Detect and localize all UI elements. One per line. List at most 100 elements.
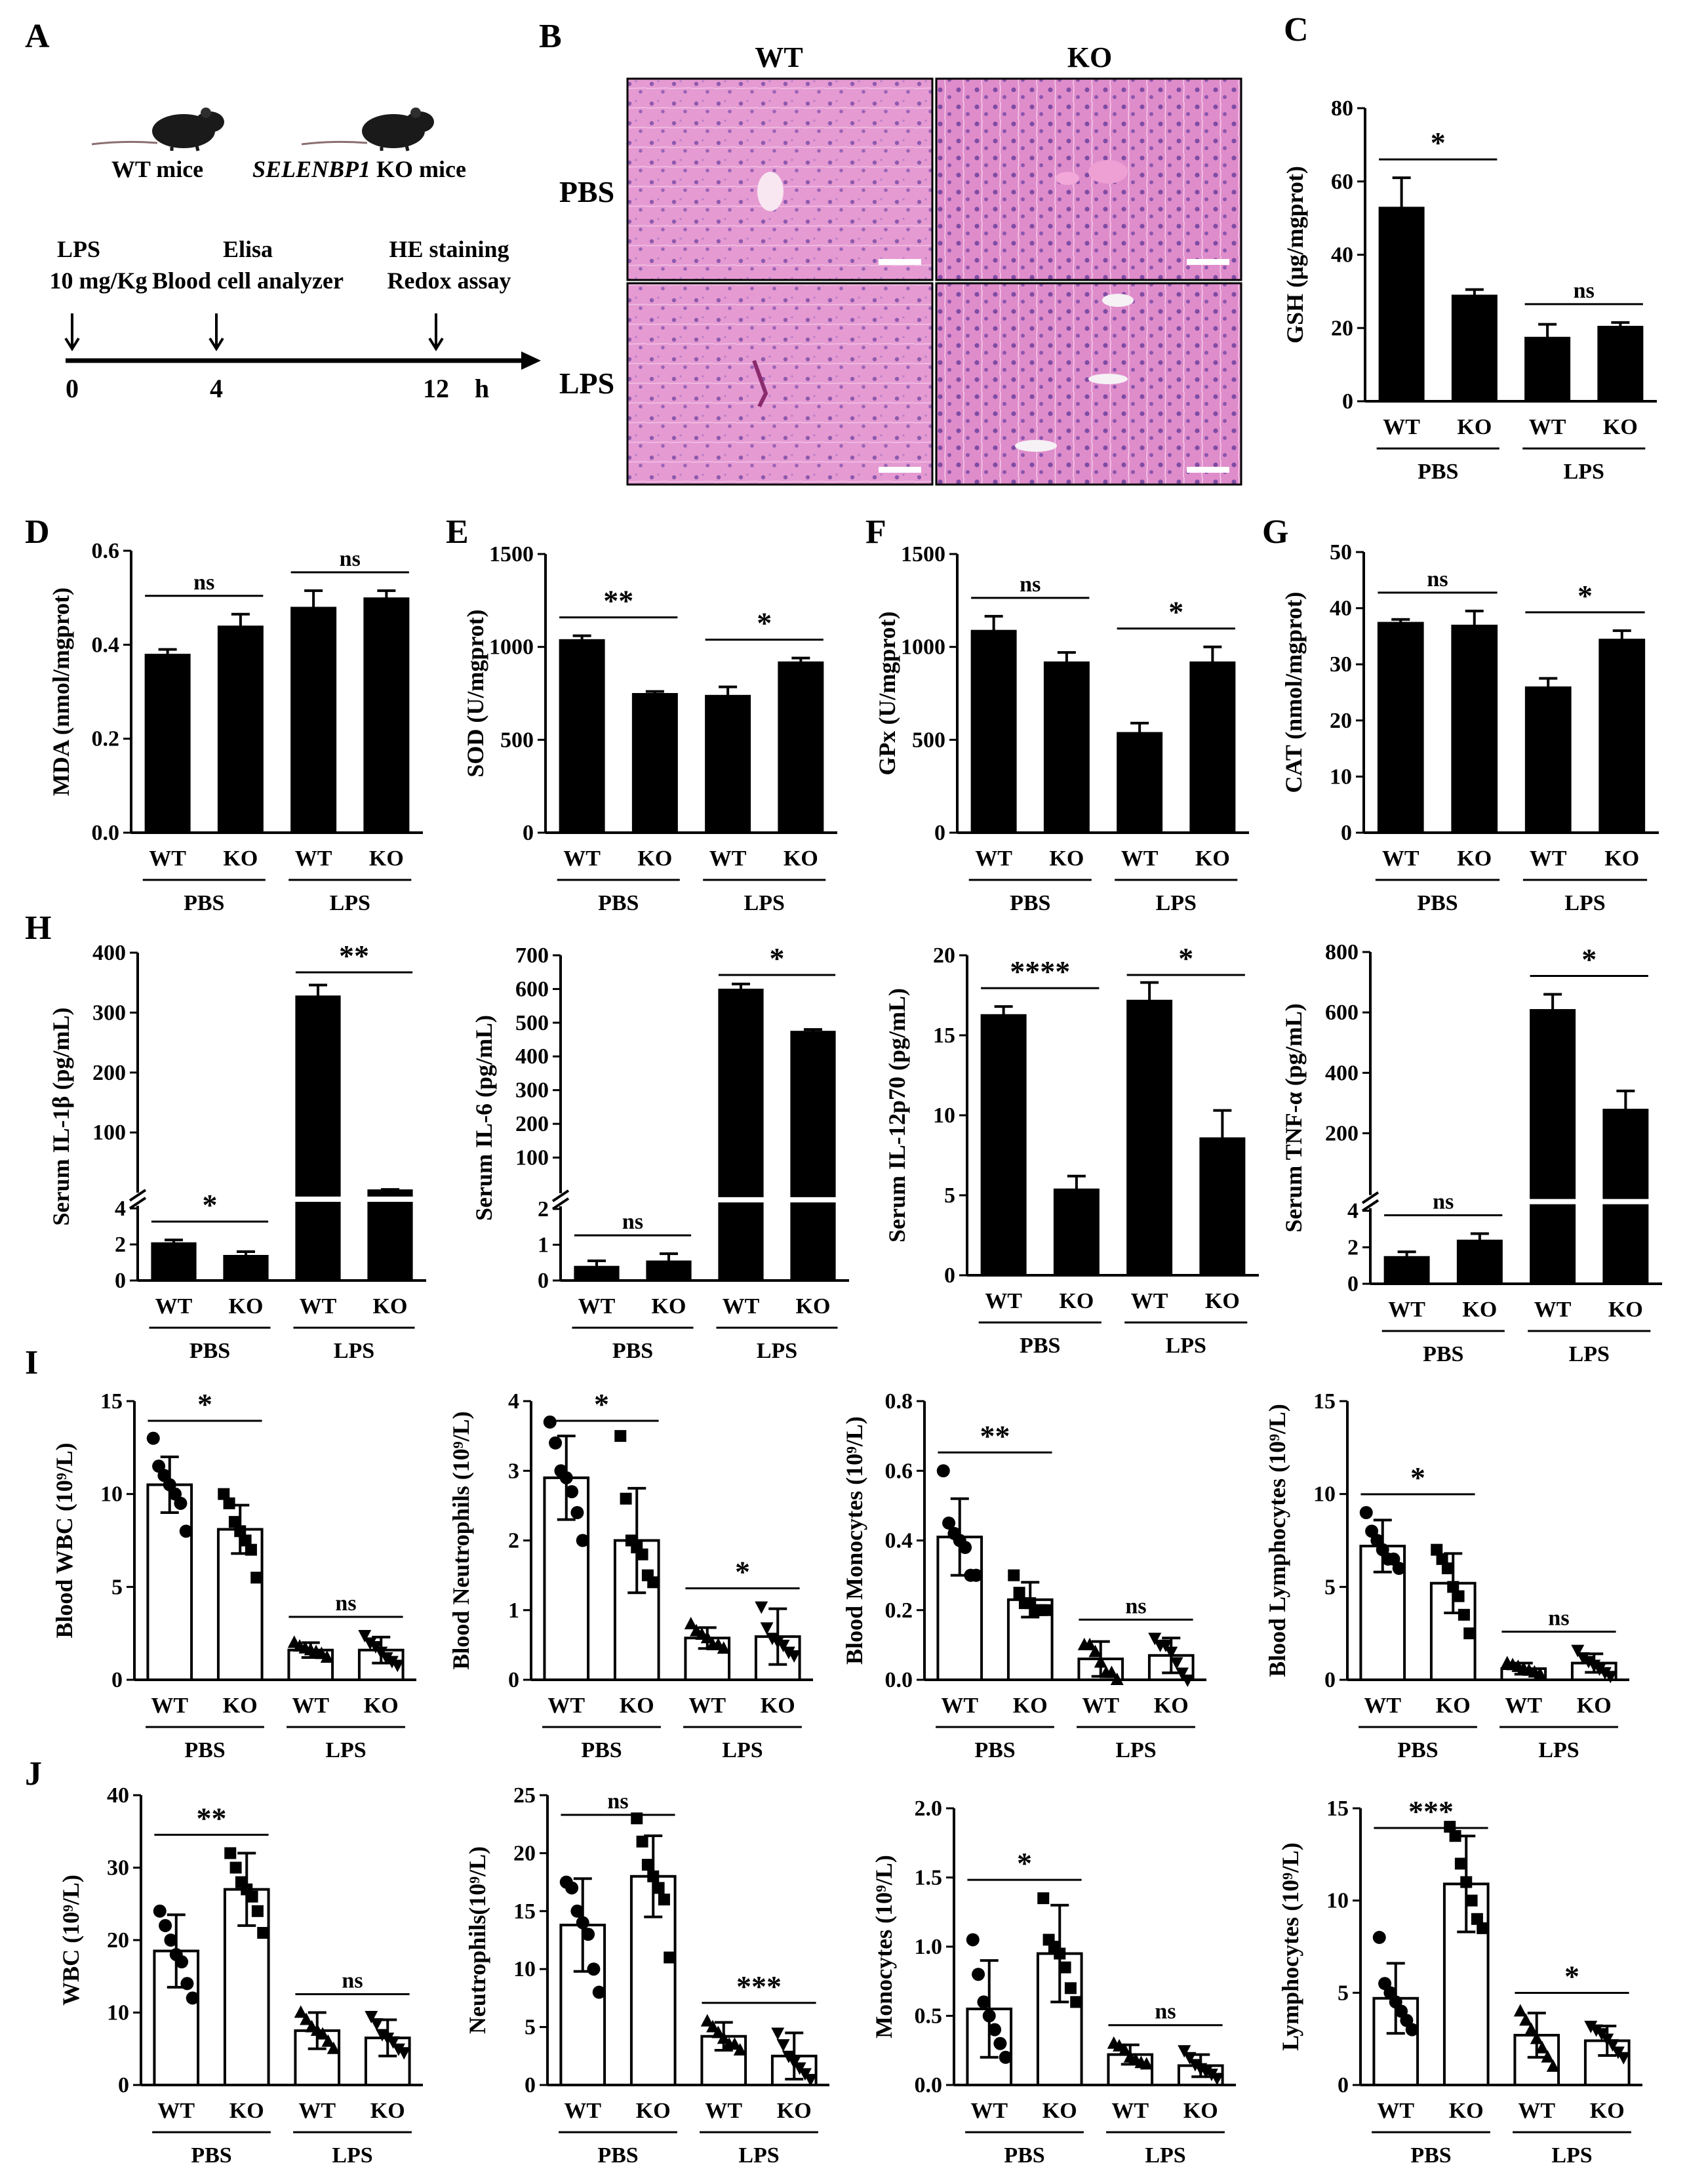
bar — [1199, 1137, 1246, 1276]
x-tick-label: KO — [777, 2099, 812, 2123]
data-point — [1392, 1562, 1406, 1575]
group-label: PBS — [598, 891, 639, 915]
x-tick-label: KO — [1436, 1694, 1471, 1718]
wt-mice-label: WT mice — [111, 156, 203, 182]
bar — [295, 995, 341, 1281]
timeline-tick-4: 4 — [210, 374, 223, 403]
group-label: LPS — [1551, 2143, 1592, 2168]
data-point — [543, 1415, 557, 1429]
y-tick-label: 0 — [523, 821, 534, 845]
data-point — [1444, 1821, 1456, 1833]
y-tick-label: 0.2 — [885, 1598, 913, 1623]
data-point — [1471, 1913, 1483, 1925]
x-tick-label: WT — [300, 1294, 337, 1319]
data-point — [1617, 2052, 1631, 2065]
data-point — [776, 2039, 790, 2052]
y-tick-label: 1000 — [489, 635, 534, 660]
y-tick-label: 30 — [107, 1856, 129, 1880]
data-point — [174, 1496, 188, 1510]
y-tick-label: 20 — [513, 1841, 536, 1865]
y-tick-label: 2.0 — [915, 1797, 943, 1821]
x-tick-label: KO — [1154, 1694, 1189, 1718]
y-tick-label: 5 — [111, 1575, 123, 1599]
group-label: LPS — [744, 891, 785, 915]
x-tick-label: KO — [1457, 846, 1492, 871]
bar — [1378, 207, 1425, 402]
y-tick-label: 0.6 — [92, 539, 120, 563]
data-point — [1178, 2045, 1191, 2058]
x-tick-label: KO — [1462, 1298, 1497, 1322]
data-point — [977, 1995, 991, 2009]
y-axis-label: SOD (U/mgprot) — [462, 609, 488, 777]
x-tick-label: WT — [157, 2099, 195, 2123]
histology-col-ko: KO — [1067, 41, 1112, 73]
x-tick-label: KO — [1449, 2099, 1484, 2123]
y-tick-label: 15 — [513, 1899, 536, 1924]
data-point — [223, 1497, 235, 1509]
data-point — [1454, 1857, 1467, 1870]
data-point — [942, 1516, 956, 1530]
group-label: PBS — [1418, 460, 1458, 484]
bar — [1043, 661, 1090, 833]
significance-label: ** — [603, 584, 633, 618]
data-point — [1581, 1656, 1595, 1669]
x-tick-label: KO — [1042, 2099, 1077, 2123]
data-point — [717, 1641, 730, 1654]
y-tick-label: 1000 — [901, 635, 945, 660]
data-point — [1447, 1581, 1459, 1593]
ko-mice-suffix: KO mice — [370, 156, 466, 182]
micrograph-wt-lps — [626, 282, 934, 486]
data-point — [771, 2027, 785, 2040]
y-tick-label: 15 — [1313, 1389, 1336, 1414]
data-point — [300, 2012, 313, 2025]
y-tick-label: 1.5 — [915, 1866, 943, 1890]
y-tick-label: 0 — [1341, 821, 1352, 845]
y-axis-label: GPx (U/mgprot) — [874, 611, 900, 775]
data-point — [224, 1847, 237, 1859]
data-point — [1013, 1587, 1025, 1599]
data-point — [1458, 1608, 1470, 1621]
chart-j4: 0 5 10 15 Lymphocytes (10⁹/L) WT KO WT KO PBS LPS *… — [1277, 1795, 1642, 2168]
x-tick-label: WT — [1121, 846, 1159, 871]
bar — [705, 694, 751, 833]
x-tick-label: KO — [1183, 2099, 1218, 2123]
event-12-line2: Redox assay — [387, 268, 511, 294]
data-point — [658, 1894, 670, 1906]
data-point — [647, 1870, 660, 1882]
panel-b-histology: WT KO PBS LPS — [559, 41, 1242, 486]
data-point — [1140, 2057, 1153, 2070]
group-label: PBS — [189, 1339, 230, 1363]
x-tick-label: WT — [1131, 1289, 1168, 1313]
data-point — [959, 1541, 972, 1555]
data-point — [385, 1656, 399, 1669]
data-point — [179, 1524, 193, 1538]
data-point — [245, 1543, 257, 1556]
x-tick-label: KO — [229, 1294, 264, 1319]
y-tick-label: 0 — [1347, 1272, 1359, 1296]
micrograph-wt-pbs — [626, 77, 934, 281]
data-point — [1571, 1644, 1585, 1658]
x-tick-label: WT — [1383, 415, 1420, 439]
data-point — [397, 2047, 411, 2060]
x-tick-label: KO — [1195, 846, 1230, 871]
y-tick-label: 80 — [1331, 96, 1353, 121]
x-tick-label: WT — [941, 1694, 978, 1718]
data-point — [1477, 1922, 1489, 1934]
data-point — [1436, 1553, 1448, 1565]
data-point — [327, 2041, 340, 2054]
x-tick-label: WT — [547, 1694, 585, 1718]
x-tick-label: WT — [292, 1694, 329, 1718]
data-point — [1576, 1652, 1590, 1665]
group-label: LPS — [330, 891, 370, 915]
data-point — [576, 1916, 589, 1930]
data-point — [391, 2043, 405, 2056]
chart-h1: 0 2 4 100 200 300 400 Serum IL-1β (pg/mL) WT KO WT… — [48, 939, 426, 1363]
bar — [970, 629, 1017, 833]
y-tick-label: 500 — [500, 728, 534, 752]
x-tick-label: WT — [298, 2099, 336, 2123]
y-tick-label: 0 — [1342, 389, 1353, 414]
x-tick-label: WT — [1377, 2099, 1414, 2123]
data-point — [1441, 1562, 1454, 1574]
y-axis-label: Blood Neutrophils (10⁹/L) — [448, 1411, 474, 1669]
data-point — [1449, 1830, 1461, 1842]
